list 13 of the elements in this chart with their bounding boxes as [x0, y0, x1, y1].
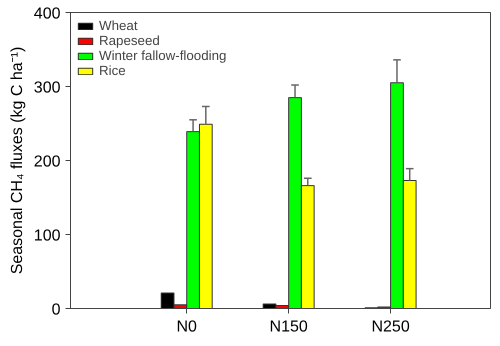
x-tick-label: N250 — [371, 318, 410, 336]
y-tick-label: 400 — [34, 6, 61, 22]
x-tick-label: N0 — [176, 318, 198, 336]
legend-label: Wheat — [99, 18, 138, 33]
y-tick-label: 0 — [52, 302, 61, 318]
y-tick-label: 200 — [34, 154, 61, 170]
y-axis-title: Seasonal CH₄ fluxes (kg C ha⁻¹) — [8, 46, 26, 274]
legend-label: Rice — [99, 63, 126, 78]
legend-label: Rapeseed — [99, 33, 160, 48]
x-tick-label: N150 — [270, 318, 308, 336]
y-tick-label: 300 — [34, 80, 61, 96]
y-tick-label: 100 — [34, 228, 61, 244]
legend-label: Winter fallow-flooding — [99, 48, 226, 63]
